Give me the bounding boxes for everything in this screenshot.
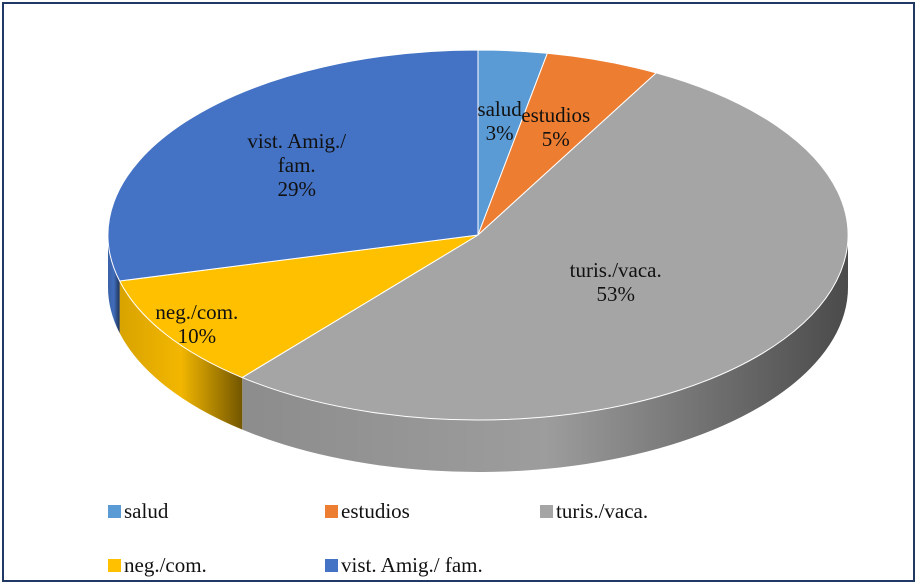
- slice-value: 10%: [177, 324, 217, 349]
- legend-item: turis./vaca.: [540, 499, 648, 524]
- legend-item: vist. Amig./ fam.: [325, 553, 483, 578]
- slice-label: vist. Amig./ fam. 29%: [227, 129, 367, 201]
- slice-value: 3%: [485, 120, 514, 145]
- slice-label: salud 3%: [430, 97, 570, 145]
- slice: [107, 49, 479, 282]
- slice-value: 29%: [277, 176, 316, 201]
- slice-side-shade: [119, 281, 243, 430]
- slice-category: vist. Amig./ fam.: [247, 128, 347, 177]
- legend-swatch: [325, 505, 338, 518]
- slice-side-shade: [242, 235, 848, 473]
- legend-label: estudios: [341, 499, 410, 523]
- slice-value: 5%: [541, 127, 570, 152]
- legend-label: vist. Amig./ fam.: [341, 553, 483, 577]
- slice-label: turis./vaca. 53%: [546, 258, 686, 306]
- slice: [118, 234, 479, 379]
- slice: [241, 72, 849, 421]
- slice-category: neg./com.: [155, 300, 239, 325]
- legend-swatch: [325, 559, 338, 572]
- legend-label: neg./com.: [124, 553, 207, 577]
- slice-category: salud: [477, 96, 522, 121]
- legend-item: neg./com.: [108, 553, 207, 578]
- slice-label: estudios 5%: [486, 103, 626, 151]
- slice-value: 53%: [596, 281, 635, 306]
- legend-label: salud: [124, 499, 169, 523]
- slice-category: estudios: [521, 103, 591, 128]
- slice-label: neg./com. 10%: [127, 300, 267, 348]
- legend-swatch: [540, 505, 553, 518]
- legend-label: turis./vaca.: [556, 499, 649, 523]
- legend-item: estudios: [325, 499, 410, 524]
- slice-category: turis./vaca.: [569, 257, 662, 282]
- legend-item: salud: [108, 499, 168, 524]
- legend-swatch: [108, 505, 121, 518]
- legend-swatch: [108, 559, 121, 572]
